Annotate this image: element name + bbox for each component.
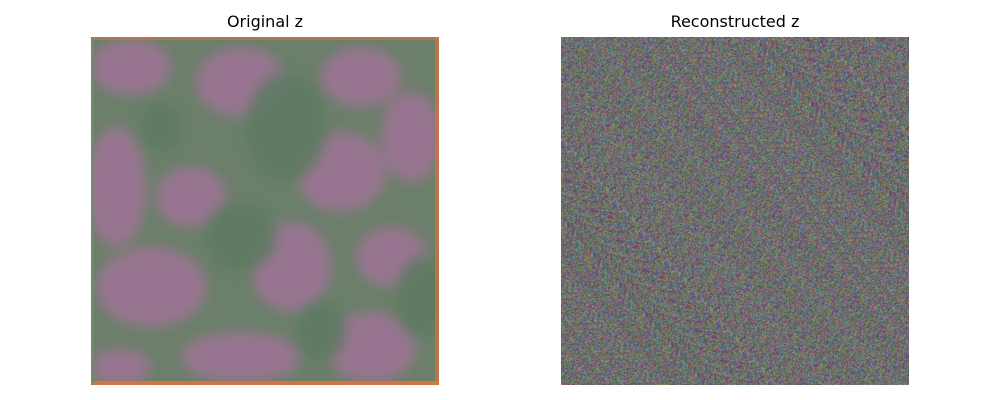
panel-title-reconstructed: Reconstructed z: [670, 12, 800, 31]
panel-title-original: Original z: [226, 12, 304, 31]
reconstructed-z-image: [561, 37, 909, 385]
original-z-image: [91, 37, 439, 385]
